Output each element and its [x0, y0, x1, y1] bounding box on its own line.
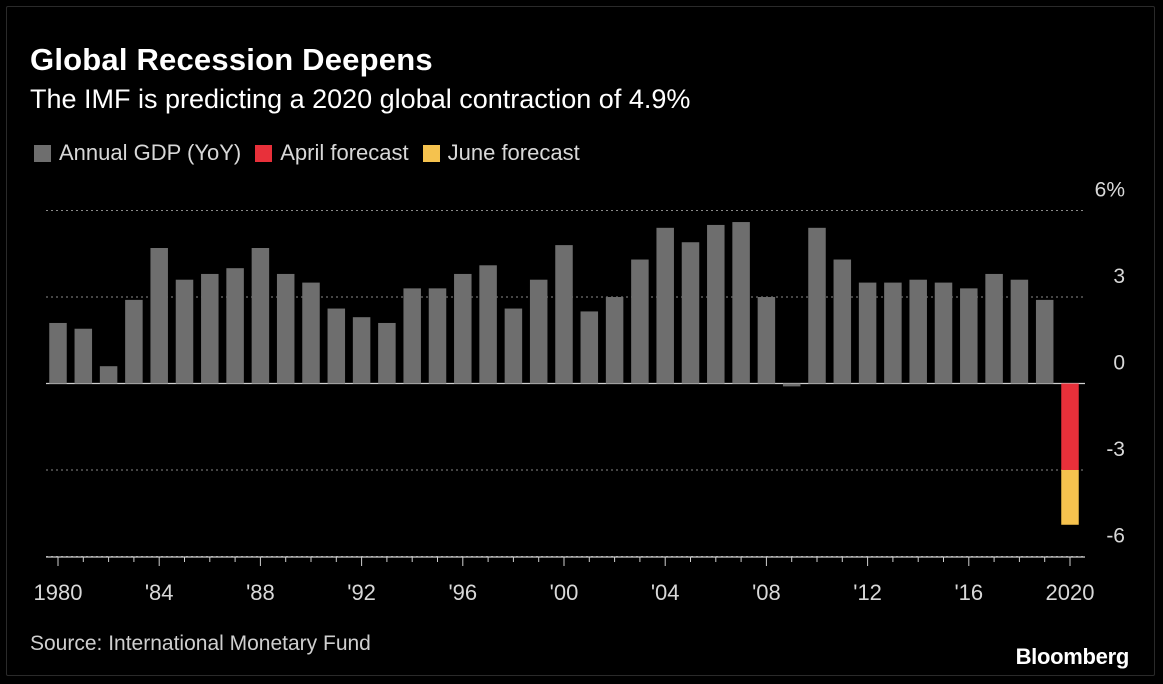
- x-tick-label: '04: [651, 580, 680, 605]
- y-tick-label: 0: [1113, 352, 1125, 375]
- bar-annual-gdp-yoy--1990: [302, 282, 320, 384]
- legend: Annual GDP (YoY) April forecast June for…: [34, 140, 594, 166]
- bar-annual-gdp-yoy--1988: [251, 247, 270, 384]
- bar-annual-gdp-yoy--2006: [707, 224, 725, 384]
- bar-annual-gdp-yoy--1998: [504, 308, 523, 384]
- x-tick-label: 1980: [34, 580, 83, 605]
- bar-annual-gdp-yoy--1987: [226, 268, 244, 384]
- x-tick-label: '08: [752, 580, 781, 605]
- bar-annual-gdp-yoy--2014: [909, 279, 927, 384]
- bar-annual-gdp-yoy--2018: [1010, 279, 1029, 384]
- bar-annual-gdp-yoy--1994: [403, 288, 421, 384]
- bar-annual-gdp-yoy--2013: [884, 282, 902, 384]
- bar-annual-gdp-yoy--1984: [150, 247, 168, 384]
- x-tick-label: '84: [145, 580, 174, 605]
- bar-june-forecast-2020: [1061, 469, 1079, 525]
- legend-swatch-june-forecast: [422, 144, 440, 162]
- bar-annual-gdp-yoy--1989: [276, 273, 295, 384]
- bar-annual-gdp-yoy--2002: [605, 297, 624, 384]
- bar-annual-gdp-yoy--2005: [681, 242, 700, 384]
- legend-item-june-forecast: June forecast: [422, 140, 580, 166]
- bar-annual-gdp-yoy--2017: [985, 273, 1003, 384]
- legend-item-april-forecast: April forecast: [255, 140, 409, 166]
- x-tick-label: '92: [347, 580, 376, 605]
- legend-label-june-forecast: June forecast: [447, 140, 580, 165]
- legend-item-annual-gdp: Annual GDP (YoY): [34, 140, 241, 166]
- bar-annual-gdp-yoy--2010: [808, 227, 826, 384]
- bar-annual-gdp-yoy--2016: [960, 288, 978, 384]
- bar-annual-gdp-yoy--1982: [99, 366, 118, 384]
- bar-annual-gdp-yoy--1985: [175, 279, 194, 384]
- bar-annual-gdp-yoy--1980: [49, 322, 67, 384]
- y-tick-label: -6: [1106, 524, 1125, 547]
- x-tick-label: '96: [448, 580, 477, 605]
- bar-annual-gdp-yoy--2009: [782, 383, 801, 387]
- bar-annual-gdp-yoy--1997: [479, 265, 497, 384]
- bar-annual-gdp-yoy--2019: [1035, 299, 1054, 384]
- x-tick-label: 2020: [1046, 580, 1095, 605]
- bar-annual-gdp-yoy--2015: [934, 282, 953, 384]
- bloomberg-logo: Bloomberg: [1015, 644, 1130, 669]
- x-tick-label: '88: [246, 580, 275, 605]
- bar-annual-gdp-yoy--1993: [378, 322, 396, 384]
- x-tick-label: '00: [550, 580, 579, 605]
- source-note: Source: International Monetary Fund: [30, 632, 371, 655]
- bar-annual-gdp-yoy--1992: [352, 317, 371, 384]
- bar-annual-gdp-yoy--1999: [529, 279, 548, 384]
- chart-subtitle: The IMF is predicting a 2020 global cont…: [30, 84, 691, 114]
- bar-annual-gdp-yoy--1983: [125, 299, 143, 384]
- bar-annual-gdp-yoy--1996: [454, 273, 472, 384]
- bar-annual-gdp-yoy--1995: [428, 288, 447, 384]
- bar-annual-gdp-yoy--2012: [858, 282, 877, 384]
- bar-annual-gdp-yoy--2008: [757, 297, 776, 384]
- bar-annual-gdp-yoy--2011: [833, 259, 852, 384]
- bar-annual-gdp-yoy--2001: [580, 311, 599, 384]
- legend-swatch-annual-gdp: [34, 144, 51, 162]
- bar-annual-gdp-yoy--2004: [656, 227, 674, 384]
- y-tick-label: 6%: [1095, 179, 1125, 202]
- legend-label-april-forecast: April forecast: [280, 140, 409, 165]
- bar-annual-gdp-yoy--1991: [327, 308, 346, 384]
- x-tick-label: '12: [853, 580, 882, 605]
- legend-swatch-april-forecast: [255, 144, 273, 162]
- chart-frame: [6, 6, 1155, 676]
- y-tick-label: -3: [1106, 438, 1125, 461]
- bar-annual-gdp-yoy--2007: [732, 222, 750, 384]
- bar-april-forecast-2020: [1061, 383, 1079, 470]
- bar-annual-gdp-yoy--2000: [555, 245, 573, 384]
- bar-annual-gdp-yoy--1981: [74, 328, 93, 384]
- x-tick-label: '16: [954, 580, 983, 605]
- bar-annual-gdp-yoy--2003: [631, 259, 649, 384]
- y-tick-label: 3: [1113, 265, 1125, 288]
- chart-title: Global Recession Deepens: [30, 42, 433, 77]
- bar-annual-gdp-yoy--1986: [201, 273, 219, 384]
- legend-label-annual-gdp: Annual GDP (YoY): [59, 140, 242, 165]
